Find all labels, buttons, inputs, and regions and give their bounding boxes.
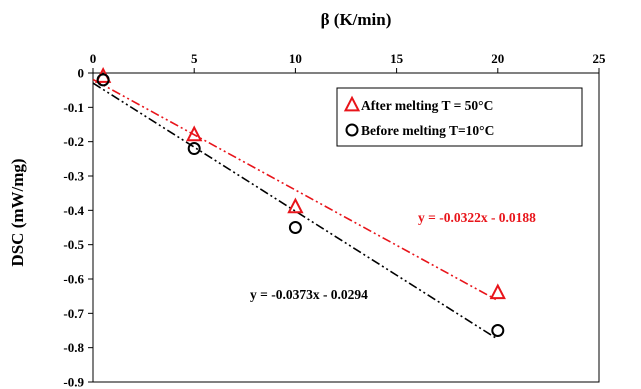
- y-tick-label: -0.1: [63, 100, 84, 115]
- legend-marker: [345, 123, 359, 137]
- point-after-melting: [489, 283, 506, 300]
- y-axis-title: DSC (mW/mg): [8, 158, 27, 266]
- y-tick-label: -0.6: [63, 272, 84, 287]
- x-tick-label: 0: [90, 51, 97, 66]
- point-before-melting: [187, 142, 201, 156]
- x-axis-title: β (K/min): [321, 10, 392, 29]
- axis-tick-labels: 0 5 10 15 20 25 0 -0.1 -0.2 -0.3 -0.4 -0.5 -0.6 -0.7 -…: [63, 51, 606, 389]
- trendline-equations: y = -0.0322x - 0.0188 y = -0.0373x - 0.02…: [250, 210, 536, 302]
- x-tick-label: 5: [191, 51, 198, 66]
- x-tick-label: 25: [593, 51, 607, 66]
- legend: After melting T = 50°C Before melting T=1…: [336, 87, 583, 147]
- x-tick-label: 15: [390, 51, 404, 66]
- legend-label: After melting T = 50°C: [361, 98, 493, 113]
- plot-area: [92, 72, 600, 383]
- y-tick-label: -0.3: [63, 169, 84, 184]
- point-after-melting: [287, 197, 304, 214]
- legend-box: [336, 87, 583, 147]
- x-tick-label: 20: [491, 51, 504, 66]
- plot-border: [92, 72, 600, 383]
- equation-after-melting: y = -0.0322x - 0.0188: [418, 210, 536, 225]
- axis-ticks: [88, 68, 600, 383]
- y-tick-label: -0.4: [63, 203, 84, 218]
- equation-before-melting: y = -0.0373x - 0.0294: [250, 287, 368, 302]
- y-tick-label: -0.9: [63, 375, 84, 389]
- point-before-melting: [288, 221, 302, 234]
- point-before-melting: [491, 324, 505, 337]
- y-tick-label: -0.7: [63, 306, 84, 321]
- trendline-before-melting: [92, 82, 499, 340]
- legend-marker: [343, 95, 361, 112]
- point-before-melting: [96, 73, 110, 87]
- legend-label: Before melting T=10°C: [361, 123, 494, 138]
- trendlines: [92, 78, 499, 340]
- y-tick-label: -0.5: [63, 237, 84, 252]
- data-points: [94, 67, 506, 337]
- y-tick-label: -0.2: [63, 134, 84, 149]
- y-tick-label: 0: [78, 66, 85, 81]
- y-tick-label: -0.8: [63, 340, 84, 355]
- x-tick-label: 10: [289, 51, 302, 66]
- point-after-melting: [186, 125, 203, 142]
